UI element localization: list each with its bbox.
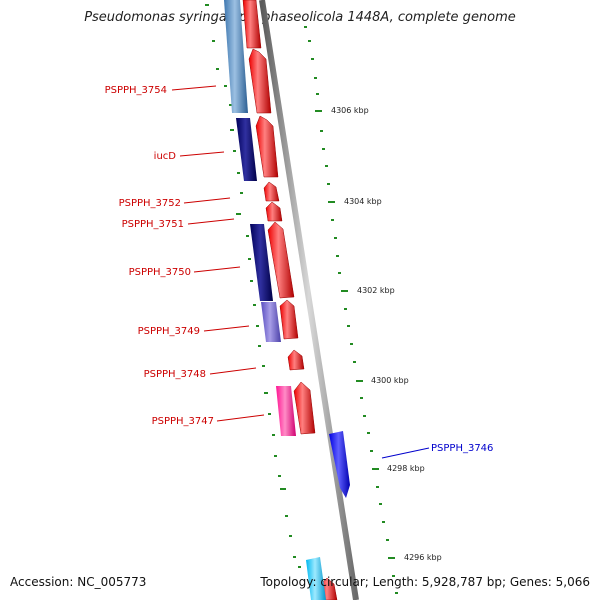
gene-3754-bar[interactable] — [224, 0, 248, 113]
gene-3750-bar[interactable] — [250, 224, 273, 301]
cds-feature[interactable] — [279, 299, 299, 340]
gene-3746-bar[interactable] — [329, 431, 350, 498]
label-leaders — [171, 85, 430, 459]
cds-feature[interactable] — [248, 48, 272, 114]
gene-iucD-bar[interactable] — [236, 118, 257, 181]
gene-label-PSPPH_3748[interactable]: PSPPH_3748 — [144, 369, 206, 380]
cds-feature[interactable] — [287, 349, 305, 371]
kbp-label-4296: 4296 kbp — [404, 553, 442, 562]
gene-label-PSPPH_3749[interactable]: PSPPH_3749 — [138, 326, 200, 337]
cds-feature[interactable] — [242, 0, 262, 49]
cds-feature[interactable] — [263, 181, 280, 202]
inner-tick-ring — [205, 4, 301, 568]
map-title: Pseudomonas syringae pv. phaseolicola 14… — [84, 10, 516, 25]
cds-feature[interactable] — [267, 221, 295, 299]
gene-label-iucD[interactable]: iucD — [154, 151, 177, 162]
gene-cyan-bar[interactable] — [306, 557, 326, 600]
cds-feature[interactable] — [265, 201, 283, 222]
gene-label-PSPPH_3752[interactable]: PSPPH_3752 — [119, 198, 181, 209]
kbp-label-4302: 4302 kbp — [357, 286, 395, 295]
outer-tick-ring — [304, 26, 398, 594]
kbp-label-4300: 4300 kbp — [371, 376, 409, 385]
kbp-label-4304: 4304 kbp — [344, 197, 382, 206]
gene-label-PSPPH_3747[interactable]: PSPPH_3747 — [152, 416, 214, 427]
kbp-label-4306: 4306 kbp — [331, 106, 369, 115]
gene-label-PSPPH_3754[interactable]: PSPPH_3754 — [105, 85, 167, 96]
cds-ring — [242, 0, 338, 600]
cds-feature[interactable] — [293, 381, 316, 435]
gene-3749-bar[interactable] — [261, 302, 281, 342]
gene-ring — [224, 0, 350, 600]
cds-feature[interactable] — [255, 115, 279, 178]
genome-backbone — [259, 0, 359, 600]
genome-summary: Topology: circular; Length: 5,928,787 bp… — [260, 575, 590, 589]
accession-label: Accession: NC_005773 — [10, 575, 147, 589]
gene-label-PSPPH_3746[interactable]: PSPPH_3746 — [431, 443, 493, 454]
gene-3747-bar[interactable] — [276, 386, 296, 436]
kbp-label-4298: 4298 kbp — [387, 464, 425, 473]
gene-label-PSPPH_3751[interactable]: PSPPH_3751 — [122, 219, 184, 230]
gene-label-PSPPH_3750[interactable]: PSPPH_3750 — [129, 267, 191, 278]
